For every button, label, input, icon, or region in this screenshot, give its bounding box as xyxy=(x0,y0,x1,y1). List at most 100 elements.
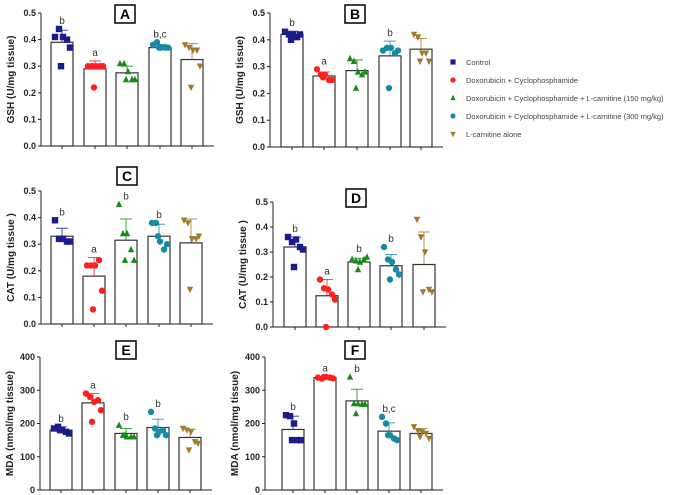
bar xyxy=(409,432,433,491)
bar xyxy=(83,68,107,147)
y-tick-label: 400 xyxy=(245,352,260,362)
triangle-down-marker xyxy=(180,217,188,224)
square-marker xyxy=(285,31,293,38)
square-marker xyxy=(66,44,74,51)
triangle-down-marker xyxy=(185,447,193,454)
circle-marker xyxy=(89,306,97,313)
legend-item: Doxorubicin + Cyclophosphamide + L-carni… xyxy=(450,112,664,121)
circle-marker xyxy=(86,393,94,401)
y-tick-label: 0.0 xyxy=(252,142,265,152)
circle-marker xyxy=(450,77,456,83)
y-tick-label: 0 xyxy=(30,485,35,495)
circle-marker xyxy=(378,413,386,421)
triangle-down-marker xyxy=(193,47,201,54)
panel-B: 0.0 0.1 0.2 0.3 0.4 0.5 GSH (U/mg tissue) Bb a b xyxy=(235,4,443,152)
bar xyxy=(312,75,336,148)
bar-group: b xyxy=(379,234,403,330)
circle-marker xyxy=(164,44,172,51)
significance-letter: b xyxy=(59,207,65,218)
legend-label: Doxorubicin + Cyclophosphamide xyxy=(466,76,578,85)
bar xyxy=(115,72,139,147)
triangle-up-marker xyxy=(122,75,130,83)
triangle-up-marker xyxy=(354,68,362,75)
circle-marker xyxy=(153,431,161,439)
square-marker xyxy=(288,238,296,246)
bar xyxy=(50,235,74,325)
circle-marker xyxy=(328,291,336,298)
circle-marker xyxy=(450,113,456,119)
circle-marker xyxy=(319,74,327,81)
y-tick-label: 0.3 xyxy=(23,61,36,71)
panel-A: 0.0 0.1 0.2 0.3 0.4 0.5 GSH (U/mg tissue) Ab a b,… xyxy=(6,4,214,151)
bar-group xyxy=(409,424,433,493)
y-tick-label: 0.2 xyxy=(23,266,36,276)
triangle-down-marker xyxy=(425,286,433,294)
square-marker xyxy=(50,425,58,432)
circle-marker xyxy=(385,84,393,92)
triangle-up-marker xyxy=(350,57,358,64)
triangle-down-marker xyxy=(417,234,425,241)
triangle-down-marker xyxy=(428,289,436,296)
significance-letter: b xyxy=(356,244,362,255)
significance-letter: a xyxy=(324,267,330,278)
square-marker xyxy=(450,59,456,65)
y-tick-label: 0.0 xyxy=(23,141,36,151)
triangle-up-marker xyxy=(352,409,360,417)
y-tick-label: 0.4 xyxy=(255,222,268,232)
triangle-down-marker xyxy=(425,435,433,443)
triangle-down-marker xyxy=(196,63,204,70)
significance-letter: b xyxy=(155,399,161,410)
significance-letter: b xyxy=(388,234,394,245)
circle-marker xyxy=(95,256,103,264)
bar xyxy=(345,400,369,491)
bar xyxy=(412,263,436,328)
circle-marker xyxy=(153,39,161,46)
y-axis-label: GSH (U/mg tissue) xyxy=(235,36,246,124)
panel-label: F xyxy=(351,342,360,358)
circle-marker xyxy=(380,243,388,251)
triangle-up-marker xyxy=(116,59,124,67)
significance-letter: b xyxy=(292,224,298,235)
triangle-down-marker xyxy=(181,42,189,49)
y-tick-label: 100 xyxy=(20,452,35,462)
bar-group: a xyxy=(81,381,105,493)
y-tick-label: 0.1 xyxy=(23,292,36,302)
panel-C: 0.0 0.1 0.2 0.3 0.4 0.5 CAT (U/mg tissue ) Cb a b… xyxy=(6,166,213,329)
circle-marker xyxy=(99,62,107,70)
bar-group: b xyxy=(50,16,74,149)
triangle-up-marker xyxy=(131,75,139,83)
bar-group: b xyxy=(347,244,371,330)
legend-label: Doxorubicin + Cyclophosphamide + L-carni… xyxy=(466,94,664,103)
bar-group: a xyxy=(82,245,106,327)
panel-label: A xyxy=(120,6,130,22)
bar xyxy=(379,265,403,328)
panel-label-box xyxy=(114,4,136,24)
triangle-up-marker xyxy=(354,265,362,273)
triangle-down-marker xyxy=(413,216,421,224)
significance-letter: a xyxy=(91,245,97,256)
y-axis-label: CAT (U/mg tissue ) xyxy=(238,220,249,309)
panel-label-box xyxy=(115,340,137,360)
circle-marker xyxy=(162,431,170,439)
circle-marker xyxy=(395,271,403,278)
legend-item: Doxorubicin + Cyclophosphamide xyxy=(450,76,578,85)
square-marker xyxy=(289,31,297,38)
circle-marker xyxy=(90,84,98,91)
bar-group: b xyxy=(146,399,170,493)
triangle-up-marker xyxy=(358,70,366,78)
circle-marker xyxy=(98,287,106,294)
square-marker xyxy=(290,420,298,427)
circle-marker xyxy=(159,426,167,434)
square-marker xyxy=(284,233,292,241)
triangle-up-marker xyxy=(121,256,129,263)
bar xyxy=(377,430,401,491)
circle-marker xyxy=(313,66,321,73)
triangle-down-marker xyxy=(179,425,187,433)
circle-marker xyxy=(393,436,401,444)
significance-letter: b xyxy=(289,18,295,29)
bar xyxy=(313,377,337,491)
panel-label-box xyxy=(345,188,367,208)
triangle-up-marker xyxy=(348,255,356,263)
square-marker xyxy=(65,430,73,437)
